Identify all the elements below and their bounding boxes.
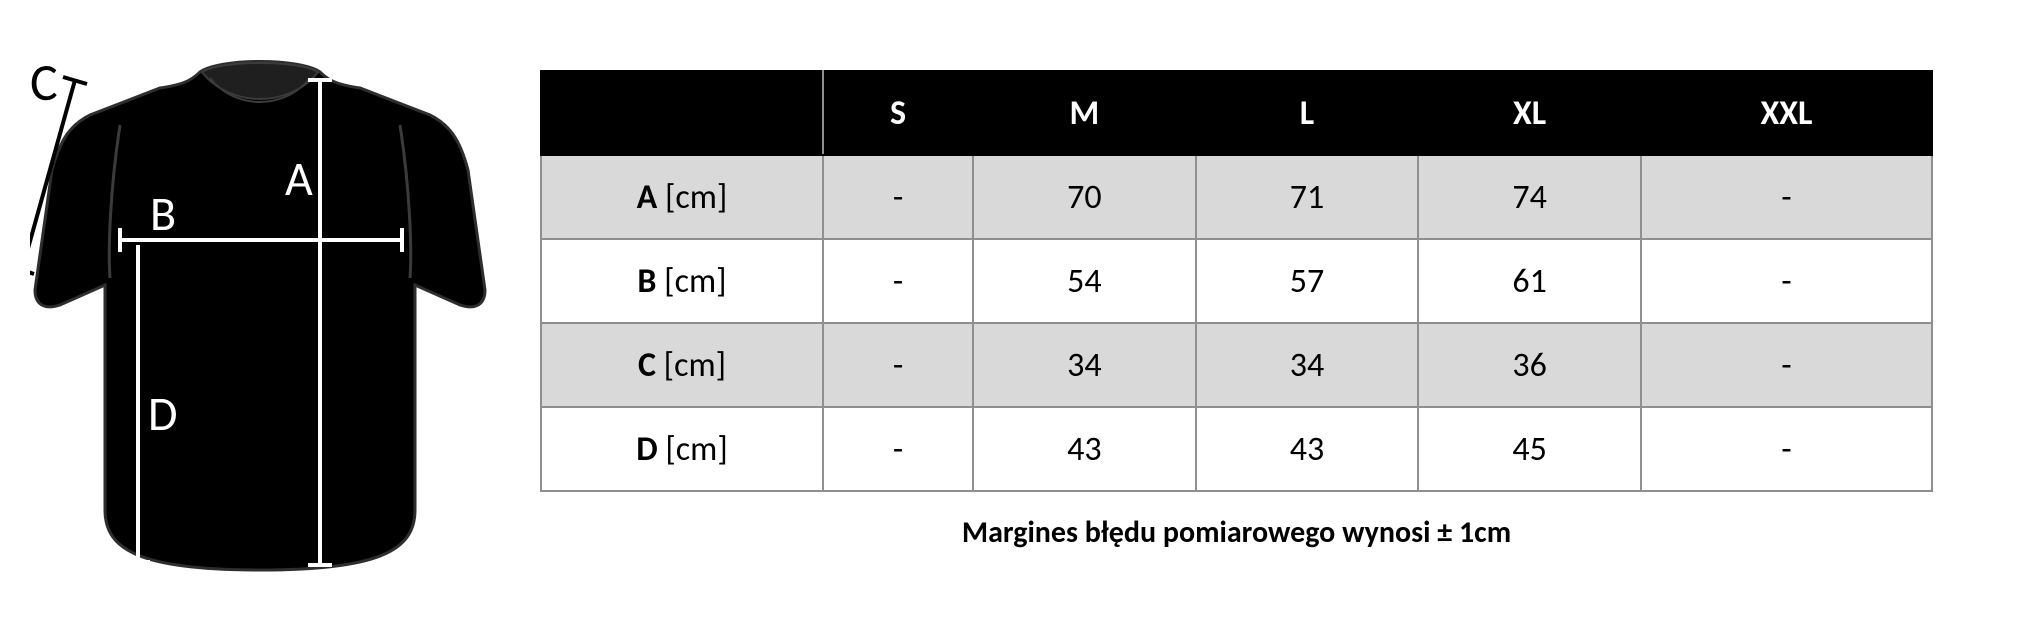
metric-d: D <box>636 429 657 470</box>
metric-c: C <box>638 345 656 386</box>
unit-d: [cm] <box>665 429 727 470</box>
cell-a-s: - <box>823 155 973 239</box>
size-table-region: S M L XL XXL A [cm] - 70 71 74 - B [cm] <box>500 0 2023 551</box>
row-a-label: A [cm] <box>541 155 823 239</box>
shirt-diagram: A B D C <box>0 0 500 590</box>
cell-b-s: - <box>823 239 973 323</box>
unit-c: [cm] <box>664 345 726 386</box>
row-c-label: C [cm] <box>541 323 823 407</box>
header-row: S M L XL XXL <box>541 71 1932 155</box>
label-b: B <box>150 184 176 243</box>
header-size-l: L <box>1196 71 1419 155</box>
cell-d-xxl: - <box>1641 407 1932 491</box>
cell-d-m: 43 <box>973 407 1196 491</box>
cell-b-xl: 61 <box>1418 239 1641 323</box>
row-a: A [cm] - 70 71 74 - <box>541 155 1932 239</box>
cell-c-m: 34 <box>973 323 1196 407</box>
header-blank <box>541 71 823 155</box>
cell-c-xl: 36 <box>1418 323 1641 407</box>
unit-a: [cm] <box>665 177 727 218</box>
label-a: A <box>285 149 313 208</box>
page-container: A B D C S M L XL <box>0 0 2023 632</box>
header-size-xl: XL <box>1418 71 1641 155</box>
row-d: D [cm] - 43 43 45 - <box>541 407 1932 491</box>
header-size-m: M <box>973 71 1196 155</box>
size-table: S M L XL XXL A [cm] - 70 71 74 - B [cm] <box>540 70 1933 492</box>
row-d-label: D [cm] <box>541 407 823 491</box>
cell-d-l: 43 <box>1196 407 1419 491</box>
shirt-shape <box>35 62 485 571</box>
cell-c-l: 34 <box>1196 323 1419 407</box>
metric-a: A <box>637 177 658 218</box>
row-b-label: B [cm] <box>541 239 823 323</box>
cell-a-xxl: - <box>1641 155 1932 239</box>
label-d: D <box>148 384 178 443</box>
measurement-footnote: Margines błędu pomiarowego wynosi ± 1cm <box>540 514 1933 551</box>
metric-b: B <box>637 261 656 302</box>
cell-c-s: - <box>823 323 973 407</box>
unit-b: [cm] <box>664 261 726 302</box>
shirt-svg: A B D C <box>30 30 490 590</box>
header-size-xxl: XXL <box>1641 71 1932 155</box>
cell-a-xl: 74 <box>1418 155 1641 239</box>
cell-d-s: - <box>823 407 973 491</box>
cell-a-m: 70 <box>973 155 1196 239</box>
row-c: C [cm] - 34 34 36 - <box>541 323 1932 407</box>
cell-b-m: 54 <box>973 239 1196 323</box>
measure-c-cap-bottom <box>30 266 34 274</box>
cell-d-xl: 45 <box>1418 407 1641 491</box>
row-b: B [cm] - 54 57 61 - <box>541 239 1932 323</box>
cell-b-l: 57 <box>1196 239 1419 323</box>
header-size-s: S <box>823 71 973 155</box>
label-c: C <box>30 50 58 114</box>
cell-a-l: 71 <box>1196 155 1419 239</box>
cell-c-xxl: - <box>1641 323 1932 407</box>
cell-b-xxl: - <box>1641 239 1932 323</box>
